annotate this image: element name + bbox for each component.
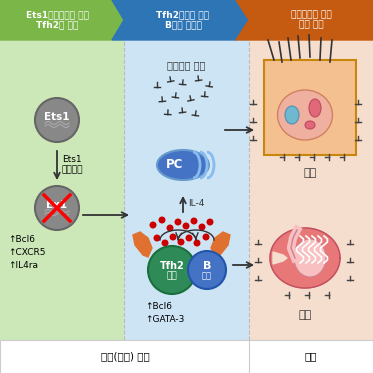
Text: B: B bbox=[203, 261, 211, 271]
Polygon shape bbox=[112, 0, 249, 40]
Text: Ets1돌연변이에 의한
Tfh2의 증가: Ets1돌연변이에 의한 Tfh2의 증가 bbox=[26, 10, 88, 30]
Text: 세포: 세포 bbox=[202, 272, 212, 280]
Circle shape bbox=[175, 219, 182, 226]
Polygon shape bbox=[270, 228, 340, 288]
Polygon shape bbox=[273, 252, 287, 264]
Circle shape bbox=[207, 219, 213, 226]
Ellipse shape bbox=[278, 90, 332, 140]
Bar bbox=[124, 40, 249, 340]
Circle shape bbox=[198, 223, 206, 231]
Polygon shape bbox=[133, 232, 152, 257]
Text: PC: PC bbox=[166, 159, 184, 172]
Bar bbox=[0, 340, 373, 373]
Text: 세포: 세포 bbox=[167, 272, 178, 280]
Text: Ets1
돌연변이: Ets1 돌연변이 bbox=[62, 155, 84, 175]
Circle shape bbox=[35, 98, 79, 142]
Circle shape bbox=[182, 223, 189, 229]
Text: 림프(면역) 기관: 림프(면역) 기관 bbox=[101, 351, 149, 361]
Polygon shape bbox=[236, 0, 373, 40]
Text: 장기: 장기 bbox=[305, 351, 317, 361]
Circle shape bbox=[188, 251, 226, 289]
Circle shape bbox=[162, 239, 169, 247]
Circle shape bbox=[178, 238, 185, 245]
Circle shape bbox=[194, 239, 201, 247]
Text: 피부: 피부 bbox=[303, 168, 317, 178]
Text: 자가항체에 의한
조직 파괴: 자가항체에 의한 조직 파괴 bbox=[291, 10, 331, 30]
Ellipse shape bbox=[285, 106, 299, 124]
Text: Tfh2: Tfh2 bbox=[160, 261, 184, 271]
Bar bbox=[249, 40, 373, 340]
Ellipse shape bbox=[294, 239, 326, 277]
Ellipse shape bbox=[157, 150, 209, 180]
Text: 자가항체 생성: 자가항체 생성 bbox=[167, 60, 205, 70]
Circle shape bbox=[191, 217, 197, 225]
Circle shape bbox=[154, 235, 160, 241]
Bar bbox=[0, 40, 124, 340]
Text: Ex1: Ex1 bbox=[46, 200, 68, 210]
Bar bbox=[264, 60, 356, 155]
Circle shape bbox=[35, 186, 79, 230]
Polygon shape bbox=[211, 232, 230, 257]
Circle shape bbox=[203, 233, 210, 241]
Circle shape bbox=[148, 246, 196, 294]
Text: Tfh2세포에 의한
B세포 활성화: Tfh2세포에 의한 B세포 활성화 bbox=[157, 10, 210, 30]
Text: ↑CXCR5: ↑CXCR5 bbox=[8, 248, 46, 257]
Text: ↑Bcl6: ↑Bcl6 bbox=[8, 235, 35, 244]
Text: ↑GATA-3: ↑GATA-3 bbox=[145, 315, 184, 324]
Text: IL-4: IL-4 bbox=[188, 200, 204, 209]
Circle shape bbox=[166, 225, 173, 232]
Text: ↑Bcl6: ↑Bcl6 bbox=[145, 302, 172, 311]
Circle shape bbox=[150, 222, 157, 229]
Ellipse shape bbox=[305, 121, 315, 129]
Circle shape bbox=[159, 216, 166, 223]
Text: ↑IL4ra: ↑IL4ra bbox=[8, 261, 38, 270]
Text: 신장: 신장 bbox=[298, 310, 311, 320]
Circle shape bbox=[185, 235, 192, 241]
Polygon shape bbox=[0, 0, 124, 40]
Circle shape bbox=[169, 233, 176, 241]
Text: Ets1: Ets1 bbox=[44, 112, 70, 122]
Ellipse shape bbox=[309, 99, 321, 117]
